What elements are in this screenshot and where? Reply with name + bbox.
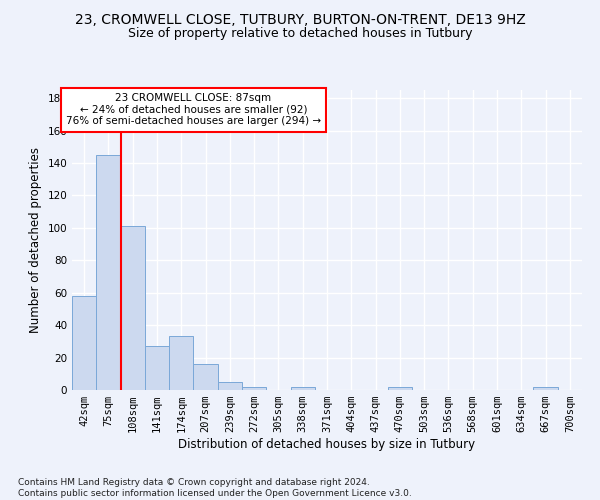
Y-axis label: Number of detached properties: Number of detached properties [29, 147, 42, 333]
Text: Contains HM Land Registry data © Crown copyright and database right 2024.
Contai: Contains HM Land Registry data © Crown c… [18, 478, 412, 498]
Bar [193, 364, 218, 390]
Text: 23 CROMWELL CLOSE: 87sqm
← 24% of detached houses are smaller (92)
76% of semi-d: 23 CROMWELL CLOSE: 87sqm ← 24% of detach… [66, 93, 321, 126]
Bar [145, 346, 169, 390]
Bar [72, 296, 96, 390]
Bar [169, 336, 193, 390]
Bar [121, 226, 145, 390]
Bar [96, 155, 121, 390]
X-axis label: Distribution of detached houses by size in Tutbury: Distribution of detached houses by size … [178, 438, 476, 451]
Bar [290, 387, 315, 390]
Bar [242, 387, 266, 390]
Text: 23, CROMWELL CLOSE, TUTBURY, BURTON-ON-TRENT, DE13 9HZ: 23, CROMWELL CLOSE, TUTBURY, BURTON-ON-T… [74, 12, 526, 26]
Bar [218, 382, 242, 390]
Text: Size of property relative to detached houses in Tutbury: Size of property relative to detached ho… [128, 28, 472, 40]
Bar [388, 387, 412, 390]
Bar [533, 387, 558, 390]
